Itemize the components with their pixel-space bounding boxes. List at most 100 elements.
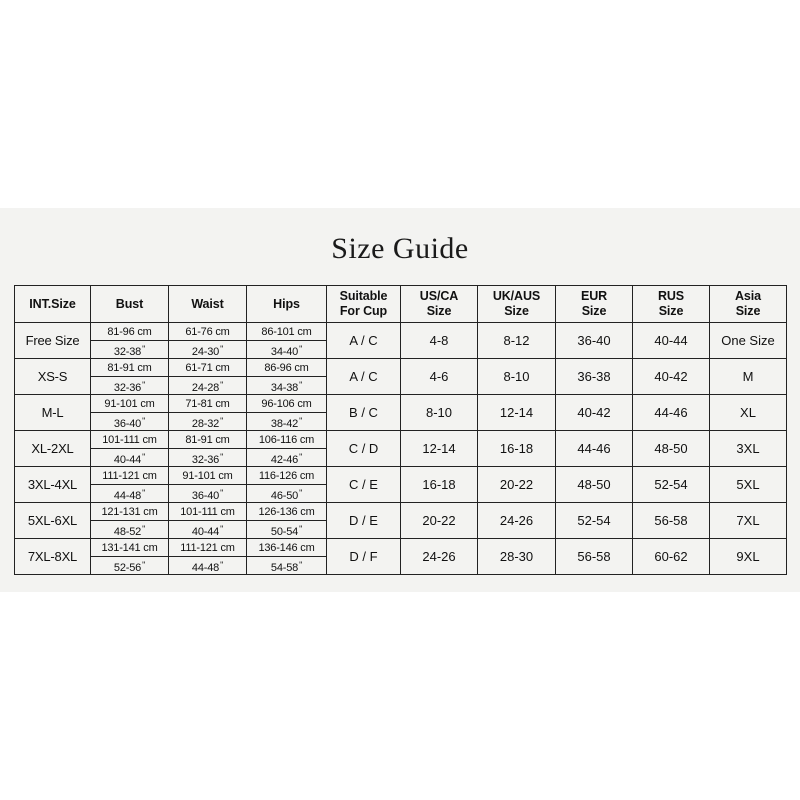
cell-hips-cm: 116-126 cm xyxy=(247,468,326,485)
inch-mark: " xyxy=(299,343,303,354)
cell-bust: 101-111 cm 40-44" xyxy=(90,430,169,467)
cell-bust-inch: 32-36" xyxy=(91,377,168,394)
inch-mark: " xyxy=(220,451,224,462)
cell-waist-cm: 101-111 cm xyxy=(169,504,246,521)
cell-int-size: 3XL-4XL xyxy=(14,466,91,503)
cell-waist-inch-value: 24-30 xyxy=(191,345,220,358)
cell-suitable-for-cup: D / E xyxy=(326,502,401,539)
cell-bust-inch-value: 48-52 xyxy=(113,525,142,538)
cell-waist: 91-101 cm 36-40" xyxy=(168,466,247,503)
cell-bust-inch: 48-52" xyxy=(91,521,168,538)
cell-hips: 106-116 cm 42-46" xyxy=(246,430,327,467)
cell-suitable-for-cup: A / C xyxy=(326,322,401,359)
cell-hips-inch-value: 38-42 xyxy=(270,417,299,430)
cell-hips: 136-146 cm 54-58" xyxy=(246,538,327,575)
table-row: 5XL-6XL 121-131 cm 48-52" 101-111 cm 40-44" 1… xyxy=(14,502,787,539)
column-header-asia-line1: Asia xyxy=(734,289,761,304)
cell-bust-cm: 91-101 cm xyxy=(91,396,168,413)
cell-waist-cm: 71-81 cm xyxy=(169,396,246,413)
cell-bust-inch: 40-44" xyxy=(91,449,168,466)
cell-hips-inch: 34-40" xyxy=(247,341,326,358)
cell-int-size: XL-2XL xyxy=(14,430,91,467)
inch-mark: " xyxy=(299,379,303,390)
inch-mark: " xyxy=(142,451,146,462)
inch-mark: " xyxy=(142,343,146,354)
inch-mark: " xyxy=(299,415,303,426)
cell-rus-size: 48-50 xyxy=(632,430,710,467)
cell-hips-inch-value: 34-38 xyxy=(270,381,299,394)
page-title: Size Guide xyxy=(331,232,469,265)
cell-hips-cm: 106-116 cm xyxy=(247,432,326,449)
column-header-bust: Bust xyxy=(90,285,169,323)
cell-waist-inch-value: 32-36 xyxy=(191,453,220,466)
table-row: M-L 91-101 cm 36-40" 71-81 cm 28-32" 96-106 c… xyxy=(14,394,787,431)
cell-uk-aus-size: 28-30 xyxy=(477,538,556,575)
cell-hips: 86-96 cm 34-38" xyxy=(246,358,327,395)
cell-uk-aus-size: 8-12 xyxy=(477,322,556,359)
inch-mark: " xyxy=(142,415,146,426)
cell-bust-inch: 52-56" xyxy=(91,557,168,574)
cell-bust-inch-value: 44-48 xyxy=(113,489,142,502)
column-header-suitable-for-cup: Suitable For Cup xyxy=(326,285,401,323)
cell-bust: 131-141 cm 52-56" xyxy=(90,538,169,575)
inch-mark: " xyxy=(142,487,146,498)
cell-us-ca-size: 8-10 xyxy=(400,394,478,431)
column-header-cup-line1: Suitable xyxy=(339,289,388,304)
cell-waist-cm: 61-76 cm xyxy=(169,324,246,341)
cell-suitable-for-cup: A / C xyxy=(326,358,401,395)
cell-hips-inch: 34-38" xyxy=(247,377,326,394)
column-header-int-size: INT.Size xyxy=(14,285,91,323)
cell-waist-inch-value: 24-28 xyxy=(191,381,220,394)
inch-mark: " xyxy=(142,523,146,534)
cell-uk-aus-size: 16-18 xyxy=(477,430,556,467)
cell-uk-aus-size: 24-26 xyxy=(477,502,556,539)
inch-mark: " xyxy=(220,415,224,426)
cell-waist: 101-111 cm 40-44" xyxy=(168,502,247,539)
cell-asia-size: 5XL xyxy=(709,466,787,503)
cell-suitable-for-cup: C / D xyxy=(326,430,401,467)
column-header-rus-line2: Size xyxy=(658,304,684,318)
cell-bust-inch-value: 36-40 xyxy=(113,417,142,430)
column-header-asia-line2: Size xyxy=(735,304,761,318)
column-header-int-size-label: INT.Size xyxy=(29,296,76,311)
cell-hips-inch: 38-42" xyxy=(247,413,326,430)
cell-waist-inch: 32-36" xyxy=(169,449,246,466)
inch-mark: " xyxy=(299,487,303,498)
column-header-rus-line1: RUS xyxy=(657,289,685,304)
cell-uk-aus-size: 8-10 xyxy=(477,358,556,395)
column-header-cup-line2: For Cup xyxy=(339,304,388,318)
column-header-waist-label: Waist xyxy=(191,296,224,311)
table-row: 7XL-8XL 131-141 cm 52-56" 111-121 cm 44-48" 1… xyxy=(14,538,787,575)
cell-rus-size: 52-54 xyxy=(632,466,710,503)
cell-waist-inch-value: 44-48 xyxy=(191,561,220,574)
cell-waist-cm: 81-91 cm xyxy=(169,432,246,449)
cell-waist-inch: 28-32" xyxy=(169,413,246,430)
cell-hips: 96-106 cm 38-42" xyxy=(246,394,327,431)
cell-hips-inch: 50-54" xyxy=(247,521,326,538)
cell-bust-inch-value: 52-56 xyxy=(113,561,142,574)
column-header-hips-label: Hips xyxy=(273,296,300,311)
cell-waist-inch-value: 36-40 xyxy=(191,489,220,502)
cell-waist-inch: 24-30" xyxy=(169,341,246,358)
cell-bust-cm: 101-111 cm xyxy=(91,432,168,449)
cell-eur-size: 56-58 xyxy=(555,538,633,575)
cell-int-size: M-L xyxy=(14,394,91,431)
cell-bust-inch-value: 32-38 xyxy=(113,345,142,358)
cell-hips-inch: 46-50" xyxy=(247,485,326,502)
cell-rus-size: 40-42 xyxy=(632,358,710,395)
table-header-row: INT.Size Bust Waist Hips Suitable For Cu… xyxy=(14,285,787,323)
cell-eur-size: 36-40 xyxy=(555,322,633,359)
cell-waist-inch: 44-48" xyxy=(169,557,246,574)
cell-waist: 61-76 cm 24-30" xyxy=(168,322,247,359)
cell-eur-size: 44-46 xyxy=(555,430,633,467)
cell-bust: 111-121 cm 44-48" xyxy=(90,466,169,503)
cell-waist-inch: 36-40" xyxy=(169,485,246,502)
cell-bust-inch-value: 32-36 xyxy=(113,381,142,394)
cell-asia-size: 7XL xyxy=(709,502,787,539)
column-header-eur-line2: Size xyxy=(581,304,607,318)
cell-asia-size: 9XL xyxy=(709,538,787,575)
cell-asia-size: One Size xyxy=(709,322,787,359)
cell-int-size: 5XL-6XL xyxy=(14,502,91,539)
cell-bust-cm: 81-91 cm xyxy=(91,360,168,377)
inch-mark: " xyxy=(142,379,146,390)
